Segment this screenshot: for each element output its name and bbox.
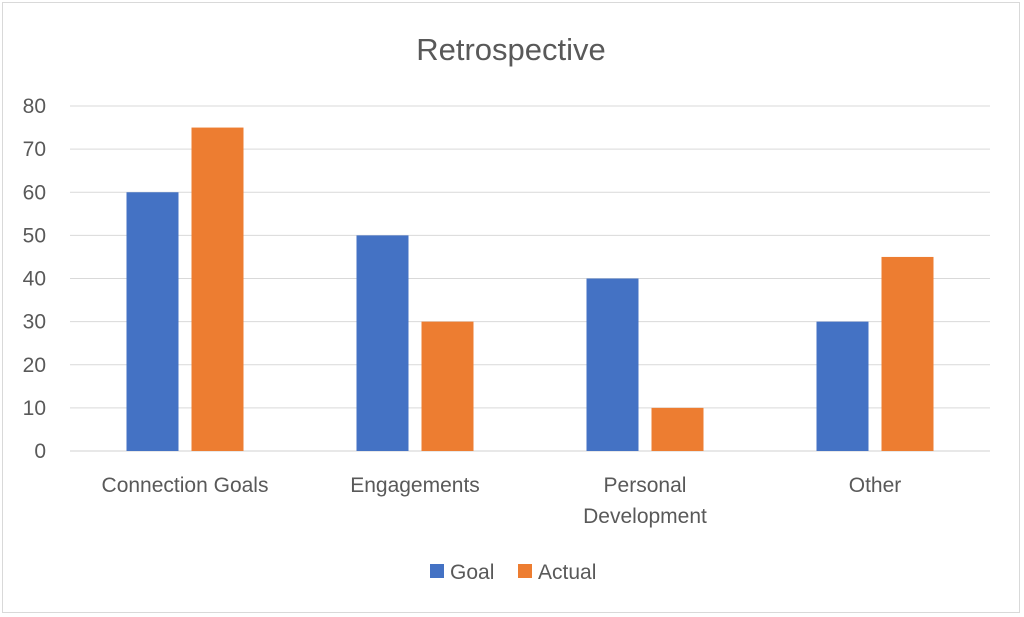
legend-swatch-goal: [430, 564, 444, 578]
x-tick-label: Other: [849, 474, 902, 497]
y-tick-label: 10: [23, 397, 46, 420]
x-tick-label: Development: [583, 505, 707, 528]
legend-label-goal: Goal: [450, 561, 494, 584]
bar-actual-1: [191, 127, 244, 451]
chart-title: Retrospective: [416, 32, 606, 67]
bars: [126, 127, 934, 451]
y-tick-label: 80: [23, 95, 46, 118]
y-axis-ticks: 0 10 20 30 40 50 60 70 80: [23, 95, 46, 463]
y-tick-label: 30: [23, 311, 46, 334]
bar-actual-3: [651, 407, 704, 451]
bar-goal-2: [356, 235, 409, 451]
bar-actual-4: [881, 256, 934, 451]
x-axis-ticks: Connection Goals Engagements Personal Devel…: [102, 474, 902, 528]
bar-actual-2: [421, 321, 474, 451]
y-tick-label: 20: [23, 354, 46, 377]
x-tick-label: Personal: [604, 474, 687, 497]
x-tick-label: Engagements: [350, 474, 480, 497]
x-tick-label: Connection Goals: [102, 474, 269, 497]
legend: Goal Actual: [430, 561, 596, 584]
y-tick-label: 0: [34, 440, 46, 463]
legend-label-actual: Actual: [538, 561, 596, 584]
y-tick-label: 60: [23, 181, 46, 204]
bar-goal-1: [126, 192, 179, 451]
y-tick-label: 40: [23, 268, 46, 291]
bar-goal-3: [586, 278, 639, 451]
bar-goal-4: [816, 321, 869, 451]
legend-swatch-actual: [518, 564, 532, 578]
y-tick-label: 70: [23, 138, 46, 161]
y-tick-label: 50: [23, 224, 46, 247]
